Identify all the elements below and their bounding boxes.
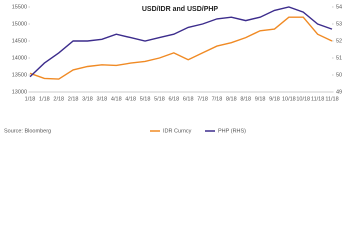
x-tick-label: 3/18 [82, 96, 93, 102]
legend-label: IDR Curncy [163, 128, 192, 134]
x-tick-label: 7/18 [197, 96, 208, 102]
x-tick-label: 7/18 [212, 96, 223, 102]
y-tick-label: 14000 [12, 55, 27, 61]
y2-tick-label: 50 [336, 72, 342, 78]
x-tick-label: 9/18 [269, 96, 280, 102]
x-tick-label: 1/18 [39, 96, 50, 102]
y2-tick-label: 52 [336, 38, 342, 44]
x-tick-label: 1/18 [25, 96, 36, 102]
y2-tick-label: 53 [336, 21, 342, 27]
chart-title: USD/IDR and USD/PHP [142, 6, 219, 13]
x-tick-label: 8/18 [226, 96, 237, 102]
x-tick-label: 2/18 [68, 96, 79, 102]
x-tick-label: 10/18 [296, 96, 310, 102]
x-tick-label: 6/18 [168, 96, 179, 102]
x-tick-label: 5/18 [154, 96, 165, 102]
y-tick-label: 15000 [12, 21, 27, 27]
x-tick-label: 2/18 [53, 96, 64, 102]
x-tick-label: 9/18 [255, 96, 266, 102]
series-line [29, 16, 333, 80]
y2-tick-label: 49 [336, 89, 342, 95]
y2-tick-label: 51 [336, 55, 342, 61]
x-tick-label: 5/18 [140, 96, 151, 102]
x-tick-label: 10/18 [282, 96, 296, 102]
x-tick-label: 6/18 [183, 96, 194, 102]
series-line [29, 6, 333, 78]
x-tick-label: 4/18 [125, 96, 136, 102]
x-tick-label: 11/18 [311, 96, 324, 102]
x-tick-label: 3/18 [97, 96, 108, 102]
x-tick-label: 8/18 [240, 96, 251, 102]
y-tick-label: 13000 [12, 89, 27, 95]
x-tick-label: 4/18 [111, 96, 122, 102]
y2-tick-label: 54 [336, 4, 342, 10]
y-tick-label: 15500 [12, 4, 27, 10]
y-tick-label: 14500 [12, 38, 27, 44]
legend-label: PHP (RHS) [218, 128, 246, 134]
source: Source: Bloomberg [4, 128, 51, 134]
chart: USD/IDR and USD/PHP Source: Bloomberg 13… [4, 4, 342, 134]
x-tick-label: 11/18 [325, 96, 338, 102]
y-tick-label: 13500 [12, 72, 27, 78]
